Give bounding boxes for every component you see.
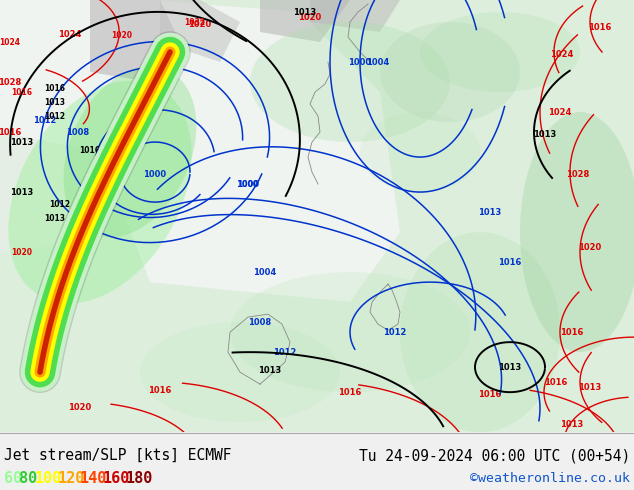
Ellipse shape xyxy=(380,22,520,122)
Text: Jet stream/SLP [kts] ECMWF: Jet stream/SLP [kts] ECMWF xyxy=(4,448,231,463)
Text: 1000: 1000 xyxy=(236,179,259,189)
Ellipse shape xyxy=(360,112,480,192)
Text: 60: 60 xyxy=(4,470,22,486)
Text: 1024: 1024 xyxy=(58,29,82,39)
Text: 1013: 1013 xyxy=(10,138,34,147)
Text: 1024: 1024 xyxy=(548,107,572,117)
Text: 1013: 1013 xyxy=(498,363,522,371)
Text: 1013: 1013 xyxy=(560,419,584,429)
Text: 1000: 1000 xyxy=(238,179,259,189)
Ellipse shape xyxy=(8,81,191,303)
Text: 80: 80 xyxy=(20,470,37,486)
Text: 1013: 1013 xyxy=(10,188,34,196)
Text: 1020: 1020 xyxy=(68,403,92,412)
Text: 140: 140 xyxy=(80,470,107,486)
Text: Tu 24-09-2024 06:00 UTC (00+54): Tu 24-09-2024 06:00 UTC (00+54) xyxy=(359,448,630,463)
Text: 1020: 1020 xyxy=(11,247,32,257)
Text: 1013: 1013 xyxy=(259,366,281,375)
Text: 1013: 1013 xyxy=(479,208,501,217)
Text: 1016: 1016 xyxy=(0,127,22,137)
Ellipse shape xyxy=(140,322,340,422)
Text: 1000: 1000 xyxy=(349,57,372,67)
Text: 1008: 1008 xyxy=(249,318,271,327)
Text: 1012: 1012 xyxy=(34,116,56,124)
Text: 1020: 1020 xyxy=(578,243,602,251)
Text: 1004: 1004 xyxy=(366,57,390,67)
Text: 1016: 1016 xyxy=(79,146,101,154)
Text: 1020: 1020 xyxy=(299,13,321,22)
Polygon shape xyxy=(160,0,240,62)
Text: 1013: 1013 xyxy=(44,214,65,222)
Polygon shape xyxy=(280,312,480,412)
Polygon shape xyxy=(260,0,350,42)
Polygon shape xyxy=(0,0,200,252)
Text: 120: 120 xyxy=(58,470,85,486)
Polygon shape xyxy=(0,0,400,302)
Text: 1028: 1028 xyxy=(0,77,22,87)
Text: 1012: 1012 xyxy=(384,328,406,337)
Text: 1013: 1013 xyxy=(578,383,602,392)
Polygon shape xyxy=(90,0,180,82)
Text: 100: 100 xyxy=(35,470,62,486)
Polygon shape xyxy=(310,0,400,32)
Text: 1012: 1012 xyxy=(273,347,297,357)
Text: 1016: 1016 xyxy=(339,388,361,397)
Text: 1013: 1013 xyxy=(294,7,316,17)
Text: 1016: 1016 xyxy=(11,88,32,97)
Text: 1000: 1000 xyxy=(143,170,167,178)
Ellipse shape xyxy=(420,12,580,92)
Text: ©weatheronline.co.uk: ©weatheronline.co.uk xyxy=(470,471,630,485)
Ellipse shape xyxy=(230,272,470,392)
Text: 1016: 1016 xyxy=(498,258,522,267)
Text: 1028: 1028 xyxy=(566,170,590,178)
Text: 1013: 1013 xyxy=(44,98,65,106)
Ellipse shape xyxy=(520,112,634,352)
Text: 1016: 1016 xyxy=(478,390,501,399)
Text: 1016: 1016 xyxy=(560,328,584,337)
Text: 160: 160 xyxy=(103,470,130,486)
Text: 1024: 1024 xyxy=(0,38,20,47)
Text: 1016: 1016 xyxy=(148,386,172,394)
Text: 1020: 1020 xyxy=(112,30,133,40)
Ellipse shape xyxy=(400,232,560,432)
Text: 1004: 1004 xyxy=(254,268,276,277)
Text: 1016: 1016 xyxy=(44,83,65,93)
Text: 1004: 1004 xyxy=(93,158,117,167)
Ellipse shape xyxy=(250,22,450,142)
Text: 1016: 1016 xyxy=(588,23,612,31)
Text: 1020: 1020 xyxy=(188,20,212,28)
Text: 1013: 1013 xyxy=(533,129,557,139)
Text: 1016: 1016 xyxy=(545,378,567,387)
Text: 1024: 1024 xyxy=(550,49,574,58)
Text: 1012: 1012 xyxy=(44,112,65,121)
Text: 180: 180 xyxy=(125,470,153,486)
Text: 1012: 1012 xyxy=(49,199,70,209)
Text: 1008: 1008 xyxy=(67,127,89,137)
Ellipse shape xyxy=(63,67,197,238)
Polygon shape xyxy=(0,0,634,432)
Text: 1032: 1032 xyxy=(184,18,205,26)
